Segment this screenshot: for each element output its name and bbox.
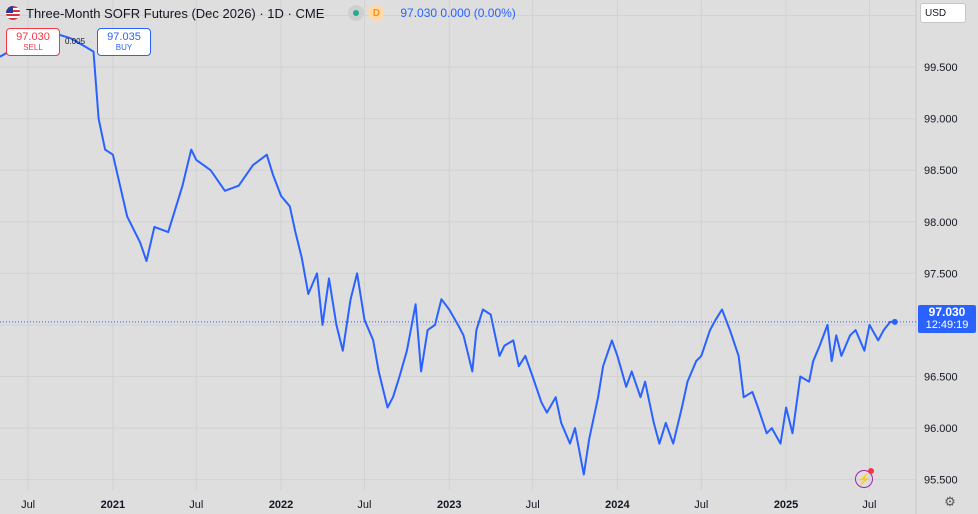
spread-value: 0.005 — [65, 37, 86, 46]
currency-selector[interactable]: USD — [920, 3, 966, 23]
buy-price: 97.035 — [107, 31, 141, 43]
y-tick-label: 97.500 — [924, 268, 958, 280]
x-tick-label: 2023 — [437, 499, 461, 511]
x-tick-label: Jul — [357, 499, 371, 511]
delay-icon[interactable]: D — [368, 5, 385, 21]
symbol-title[interactable]: Three-Month SOFR Futures (Dec 2026) · 1D… — [26, 5, 325, 21]
x-tick-label: 2025 — [774, 499, 798, 511]
x-tick-label: 2022 — [269, 499, 293, 511]
x-tick-label: Jul — [189, 499, 203, 511]
sell-label: SELL — [23, 43, 43, 52]
chart-grid — [0, 0, 916, 490]
x-tick-label: 2021 — [101, 499, 125, 511]
x-axis: Jul 2021 Jul 2022 Jul 2023 Jul 2024 Jul 2025 Jul — [21, 499, 876, 511]
notification-dot — [868, 468, 874, 474]
last-price-time: 12:49:19 — [925, 319, 969, 331]
us-flag-icon — [6, 6, 20, 20]
x-tick-label: 2024 — [605, 499, 630, 511]
y-tick-label: 96.000 — [924, 423, 958, 435]
y-axis: 100.00099.50099.00098.50098.00097.50097.… — [924, 10, 964, 486]
last-price-value: 97.030 — [928, 305, 966, 319]
sell-button[interactable]: 97.030 SELL — [6, 28, 60, 56]
quote-values: 97.030 0.000 (0.00%) — [400, 6, 516, 20]
lightning-icon[interactable]: ⚡ — [855, 470, 873, 488]
x-tick-label: Jul — [526, 499, 540, 511]
market-status-icon[interactable] — [348, 5, 365, 21]
y-tick-label: 95.500 — [924, 475, 958, 487]
y-tick-label: 99.500 — [924, 62, 958, 74]
y-tick-label: 99.000 — [924, 114, 958, 126]
y-tick-label: 96.500 — [924, 372, 958, 384]
x-tick-label: Jul — [21, 499, 35, 511]
x-tick-label: Jul — [694, 499, 708, 511]
last-price-dot — [891, 318, 898, 325]
settings-icon[interactable]: ⚙ — [944, 494, 956, 509]
x-tick-label: Jul — [862, 499, 876, 511]
y-tick-label: 98.000 — [924, 217, 958, 229]
price-series-line — [0, 33, 895, 476]
chart-header: Three-Month SOFR Futures (Dec 2026) · 1D… — [6, 4, 516, 22]
buy-button[interactable]: 97.035 BUY — [97, 28, 151, 56]
sell-price: 97.030 — [16, 31, 50, 43]
y-tick-label: 98.500 — [924, 165, 958, 177]
last-price-label: 97.030 12:49:19 — [918, 305, 976, 333]
buy-label: BUY — [115, 43, 133, 52]
